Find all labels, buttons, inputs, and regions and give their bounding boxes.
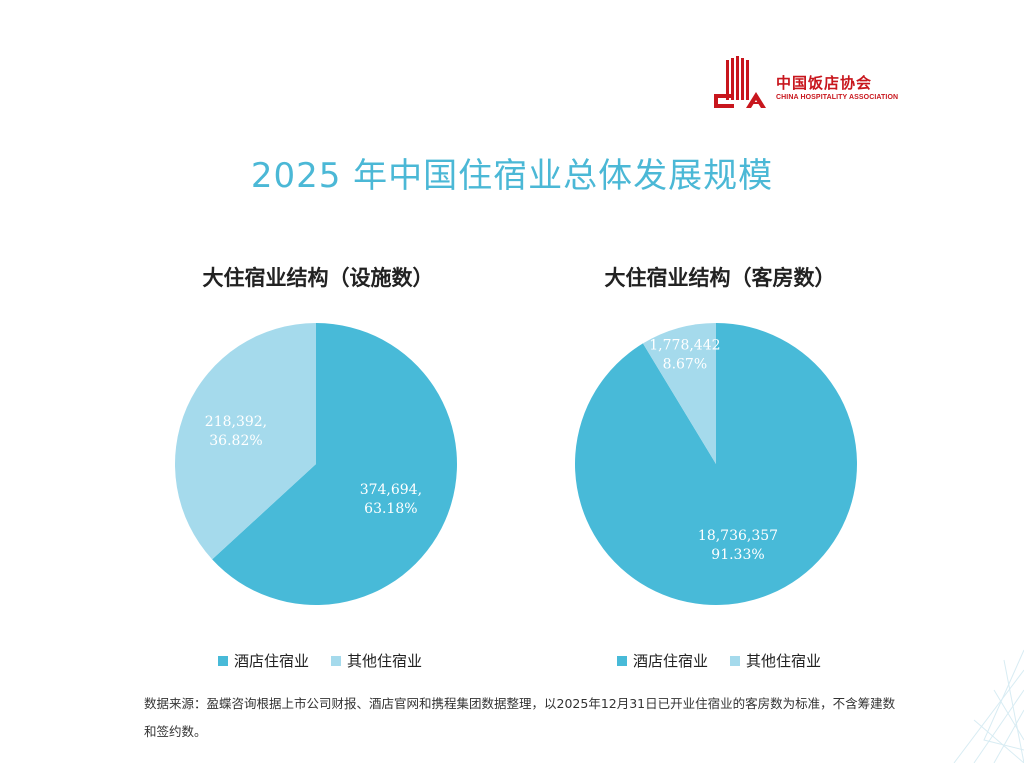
chart-title-rooms: 大住宿业结构（客房数） <box>604 265 836 290</box>
pie-chart-facilities: 374,694, 63.18% 218,392, 36.82% <box>175 323 457 605</box>
legend-label-other: 其他住宿业 <box>347 652 423 670</box>
slice-value-label: 1,778,442 <box>649 338 720 354</box>
legend-label-other: 其他住宿业 <box>746 652 822 670</box>
legend-item-hotel: 酒店住宿业 <box>617 650 708 671</box>
logo-mark-icon <box>714 56 766 108</box>
legend-item-other: 其他住宿业 <box>331 650 422 671</box>
slice-percent-label: 63.18% <box>364 501 417 517</box>
logo-name-en: CHINA HOSPITALITY ASSOCIATION <box>776 94 899 101</box>
legend-item-hotel: 酒店住宿业 <box>218 650 309 671</box>
legend-label-hotel: 酒店住宿业 <box>234 652 310 670</box>
slice-percent-label: 36.82% <box>209 433 262 449</box>
legend-swatch-hotel <box>617 655 627 666</box>
decorative-lines-icon <box>953 649 1024 763</box>
slice-value-label: 374,694, <box>360 482 422 498</box>
legend-swatch-other <box>730 655 741 666</box>
data-source-note: 数据来源：盈蝶咨询根据上市公司财报、酒店官网和携程集团数据整理，以2025年12… <box>144 696 896 739</box>
legend-label-hotel: 酒店住宿业 <box>633 652 709 670</box>
legend-swatch-hotel <box>218 655 228 666</box>
slice-percent-label: 8.67% <box>663 357 707 373</box>
legend-item-other: 其他住宿业 <box>730 650 821 671</box>
pie-chart-rooms: 18,736,357 91.33% 1,778,442 8.67% <box>575 323 857 605</box>
legend-swatch-other <box>331 655 342 666</box>
legend-rooms: 酒店住宿业 其他住宿业 <box>617 650 843 671</box>
chart-title-facilities: 大住宿业结构（设施数） <box>202 265 434 290</box>
association-logo: 中国饭店协会 CHINA HOSPITALITY ASSOCIATION <box>712 56 902 112</box>
page-title: 2025 年中国住宿业总体发展规模 <box>250 156 774 196</box>
pie-slice-hotel <box>212 323 457 605</box>
logo-name-cn: 中国饭店协会 <box>776 74 873 92</box>
slice-value-label: 18,736,357 <box>698 528 778 544</box>
pie-slice-other <box>642 323 716 464</box>
slice-value-label: 218,392, <box>205 414 267 430</box>
pie-slice-other <box>175 323 316 560</box>
legend-facilities: 酒店住宿业 其他住宿业 <box>218 650 444 671</box>
slice-percent-label: 91.33% <box>711 547 764 563</box>
